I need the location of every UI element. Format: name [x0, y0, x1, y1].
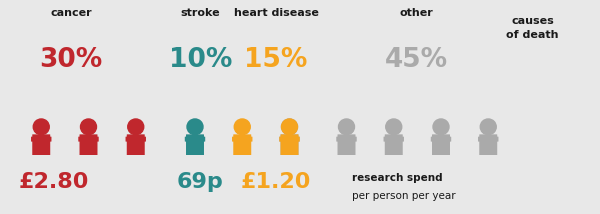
Circle shape — [33, 119, 49, 135]
FancyBboxPatch shape — [290, 157, 298, 177]
Text: stroke: stroke — [181, 8, 220, 18]
FancyBboxPatch shape — [33, 157, 40, 177]
Circle shape — [234, 119, 250, 135]
FancyBboxPatch shape — [489, 157, 497, 177]
Circle shape — [281, 119, 298, 135]
FancyBboxPatch shape — [243, 157, 251, 177]
Text: £2.80: £2.80 — [19, 172, 89, 192]
Text: per person per year: per person per year — [353, 191, 456, 201]
FancyBboxPatch shape — [279, 137, 300, 142]
FancyBboxPatch shape — [80, 157, 88, 177]
FancyBboxPatch shape — [281, 134, 298, 158]
FancyBboxPatch shape — [479, 134, 497, 158]
Circle shape — [338, 119, 355, 135]
Text: 45%: 45% — [385, 47, 448, 73]
FancyBboxPatch shape — [385, 134, 403, 158]
FancyBboxPatch shape — [433, 157, 440, 177]
FancyBboxPatch shape — [281, 157, 289, 177]
Text: causes
of death: causes of death — [506, 16, 559, 40]
FancyBboxPatch shape — [279, 137, 300, 142]
FancyBboxPatch shape — [395, 157, 402, 177]
FancyBboxPatch shape — [431, 137, 451, 142]
FancyBboxPatch shape — [338, 134, 355, 158]
FancyBboxPatch shape — [42, 157, 50, 177]
FancyBboxPatch shape — [347, 157, 355, 177]
FancyBboxPatch shape — [281, 157, 289, 177]
Circle shape — [480, 119, 496, 135]
Text: £1.20: £1.20 — [241, 172, 311, 192]
FancyBboxPatch shape — [78, 137, 99, 142]
FancyBboxPatch shape — [290, 157, 298, 177]
FancyBboxPatch shape — [480, 157, 487, 177]
FancyBboxPatch shape — [281, 134, 298, 158]
FancyBboxPatch shape — [196, 157, 203, 177]
Text: 10%: 10% — [169, 47, 232, 73]
FancyBboxPatch shape — [232, 137, 253, 142]
Circle shape — [128, 119, 144, 135]
FancyBboxPatch shape — [32, 134, 50, 158]
FancyBboxPatch shape — [125, 137, 146, 142]
FancyBboxPatch shape — [127, 157, 135, 177]
Text: other: other — [400, 8, 433, 18]
Text: cancer: cancer — [50, 8, 92, 18]
Text: 69p: 69p — [177, 172, 224, 192]
Text: 30%: 30% — [40, 47, 103, 73]
FancyBboxPatch shape — [185, 137, 205, 142]
FancyBboxPatch shape — [127, 134, 145, 158]
FancyBboxPatch shape — [432, 134, 450, 158]
Circle shape — [433, 119, 449, 135]
Circle shape — [386, 119, 402, 135]
Text: 15%: 15% — [244, 47, 308, 73]
Circle shape — [80, 119, 97, 135]
Circle shape — [281, 119, 298, 135]
FancyBboxPatch shape — [336, 137, 357, 142]
FancyBboxPatch shape — [234, 157, 241, 177]
FancyBboxPatch shape — [186, 134, 204, 158]
FancyBboxPatch shape — [442, 157, 449, 177]
Circle shape — [187, 119, 203, 135]
Text: research spend: research spend — [353, 172, 443, 183]
FancyBboxPatch shape — [233, 134, 251, 158]
Text: heart disease: heart disease — [233, 8, 319, 18]
FancyBboxPatch shape — [80, 134, 97, 158]
FancyBboxPatch shape — [31, 137, 52, 142]
FancyBboxPatch shape — [478, 137, 499, 142]
FancyBboxPatch shape — [383, 137, 404, 142]
FancyBboxPatch shape — [338, 157, 346, 177]
FancyBboxPatch shape — [137, 157, 144, 177]
FancyBboxPatch shape — [89, 157, 97, 177]
FancyBboxPatch shape — [385, 157, 393, 177]
FancyBboxPatch shape — [187, 157, 194, 177]
